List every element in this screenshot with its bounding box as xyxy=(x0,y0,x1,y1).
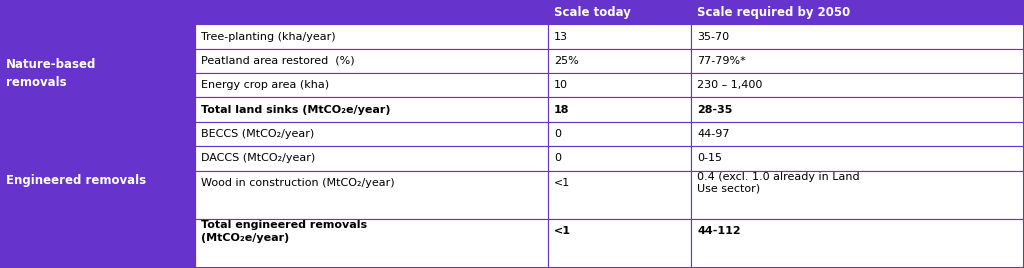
Bar xyxy=(691,122,1024,146)
Bar xyxy=(195,49,548,73)
Bar xyxy=(195,122,548,146)
Text: Energy crop area (kha): Energy crop area (kha) xyxy=(201,80,329,90)
Text: 18: 18 xyxy=(554,105,569,115)
Text: Total engineered removals
(MtCO₂e/year): Total engineered removals (MtCO₂e/year) xyxy=(201,220,367,243)
Text: 10: 10 xyxy=(554,80,568,90)
Bar xyxy=(548,0,691,24)
Bar xyxy=(691,219,1024,268)
Text: 25%: 25% xyxy=(554,56,579,66)
Bar xyxy=(691,146,1024,170)
Bar xyxy=(548,219,691,268)
Text: 0.4 (excl. 1.0 already in Land
Use sector): 0.4 (excl. 1.0 already in Land Use secto… xyxy=(697,172,860,194)
Bar xyxy=(0,24,195,122)
Text: Engineered removals: Engineered removals xyxy=(6,174,146,187)
Bar xyxy=(548,73,691,98)
Text: 28-35: 28-35 xyxy=(697,105,733,115)
Bar xyxy=(548,98,691,122)
Text: Peatland area restored  (%): Peatland area restored (%) xyxy=(201,56,354,66)
Bar xyxy=(691,170,1024,219)
Text: BECCS (MtCO₂/year): BECCS (MtCO₂/year) xyxy=(201,129,314,139)
Text: Total land sinks (MtCO₂e/year): Total land sinks (MtCO₂e/year) xyxy=(201,105,390,115)
Text: <1: <1 xyxy=(554,226,571,236)
Bar xyxy=(0,0,195,24)
Text: 230 – 1,400: 230 – 1,400 xyxy=(697,80,763,90)
Bar xyxy=(691,0,1024,24)
Bar xyxy=(548,24,691,49)
Bar xyxy=(195,73,548,98)
Bar xyxy=(195,0,548,24)
Bar xyxy=(195,98,548,122)
Bar xyxy=(548,146,691,170)
Bar xyxy=(691,98,1024,122)
Bar xyxy=(0,122,195,268)
Bar xyxy=(195,24,548,49)
Text: DACCS (MtCO₂/year): DACCS (MtCO₂/year) xyxy=(201,153,315,163)
Text: 0: 0 xyxy=(554,153,561,163)
Bar xyxy=(691,73,1024,98)
Bar xyxy=(195,170,548,219)
Bar xyxy=(195,146,548,170)
Text: Wood in construction (MtCO₂/year): Wood in construction (MtCO₂/year) xyxy=(201,178,394,188)
Text: 0: 0 xyxy=(554,129,561,139)
Text: 77-79%*: 77-79%* xyxy=(697,56,746,66)
Bar xyxy=(691,49,1024,73)
Text: 35-70: 35-70 xyxy=(697,32,729,42)
Text: Tree-planting (kha/year): Tree-planting (kha/year) xyxy=(201,32,335,42)
Bar xyxy=(548,122,691,146)
Bar xyxy=(691,24,1024,49)
Text: 0-15: 0-15 xyxy=(697,153,722,163)
Bar xyxy=(195,219,548,268)
Text: Scale today: Scale today xyxy=(554,6,631,19)
Text: 44-97: 44-97 xyxy=(697,129,730,139)
Bar xyxy=(548,170,691,219)
Text: 13: 13 xyxy=(554,32,568,42)
Text: Scale required by 2050: Scale required by 2050 xyxy=(697,6,851,19)
Text: 44-112: 44-112 xyxy=(697,226,741,236)
Text: Nature-based
removals: Nature-based removals xyxy=(6,58,96,89)
Text: <1: <1 xyxy=(554,178,570,188)
Bar xyxy=(548,49,691,73)
